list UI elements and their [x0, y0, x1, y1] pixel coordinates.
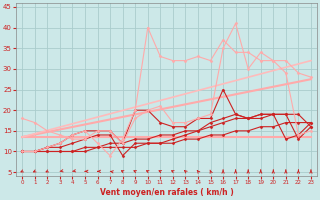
X-axis label: Vent moyen/en rafales ( km/h ): Vent moyen/en rafales ( km/h )	[100, 188, 234, 197]
